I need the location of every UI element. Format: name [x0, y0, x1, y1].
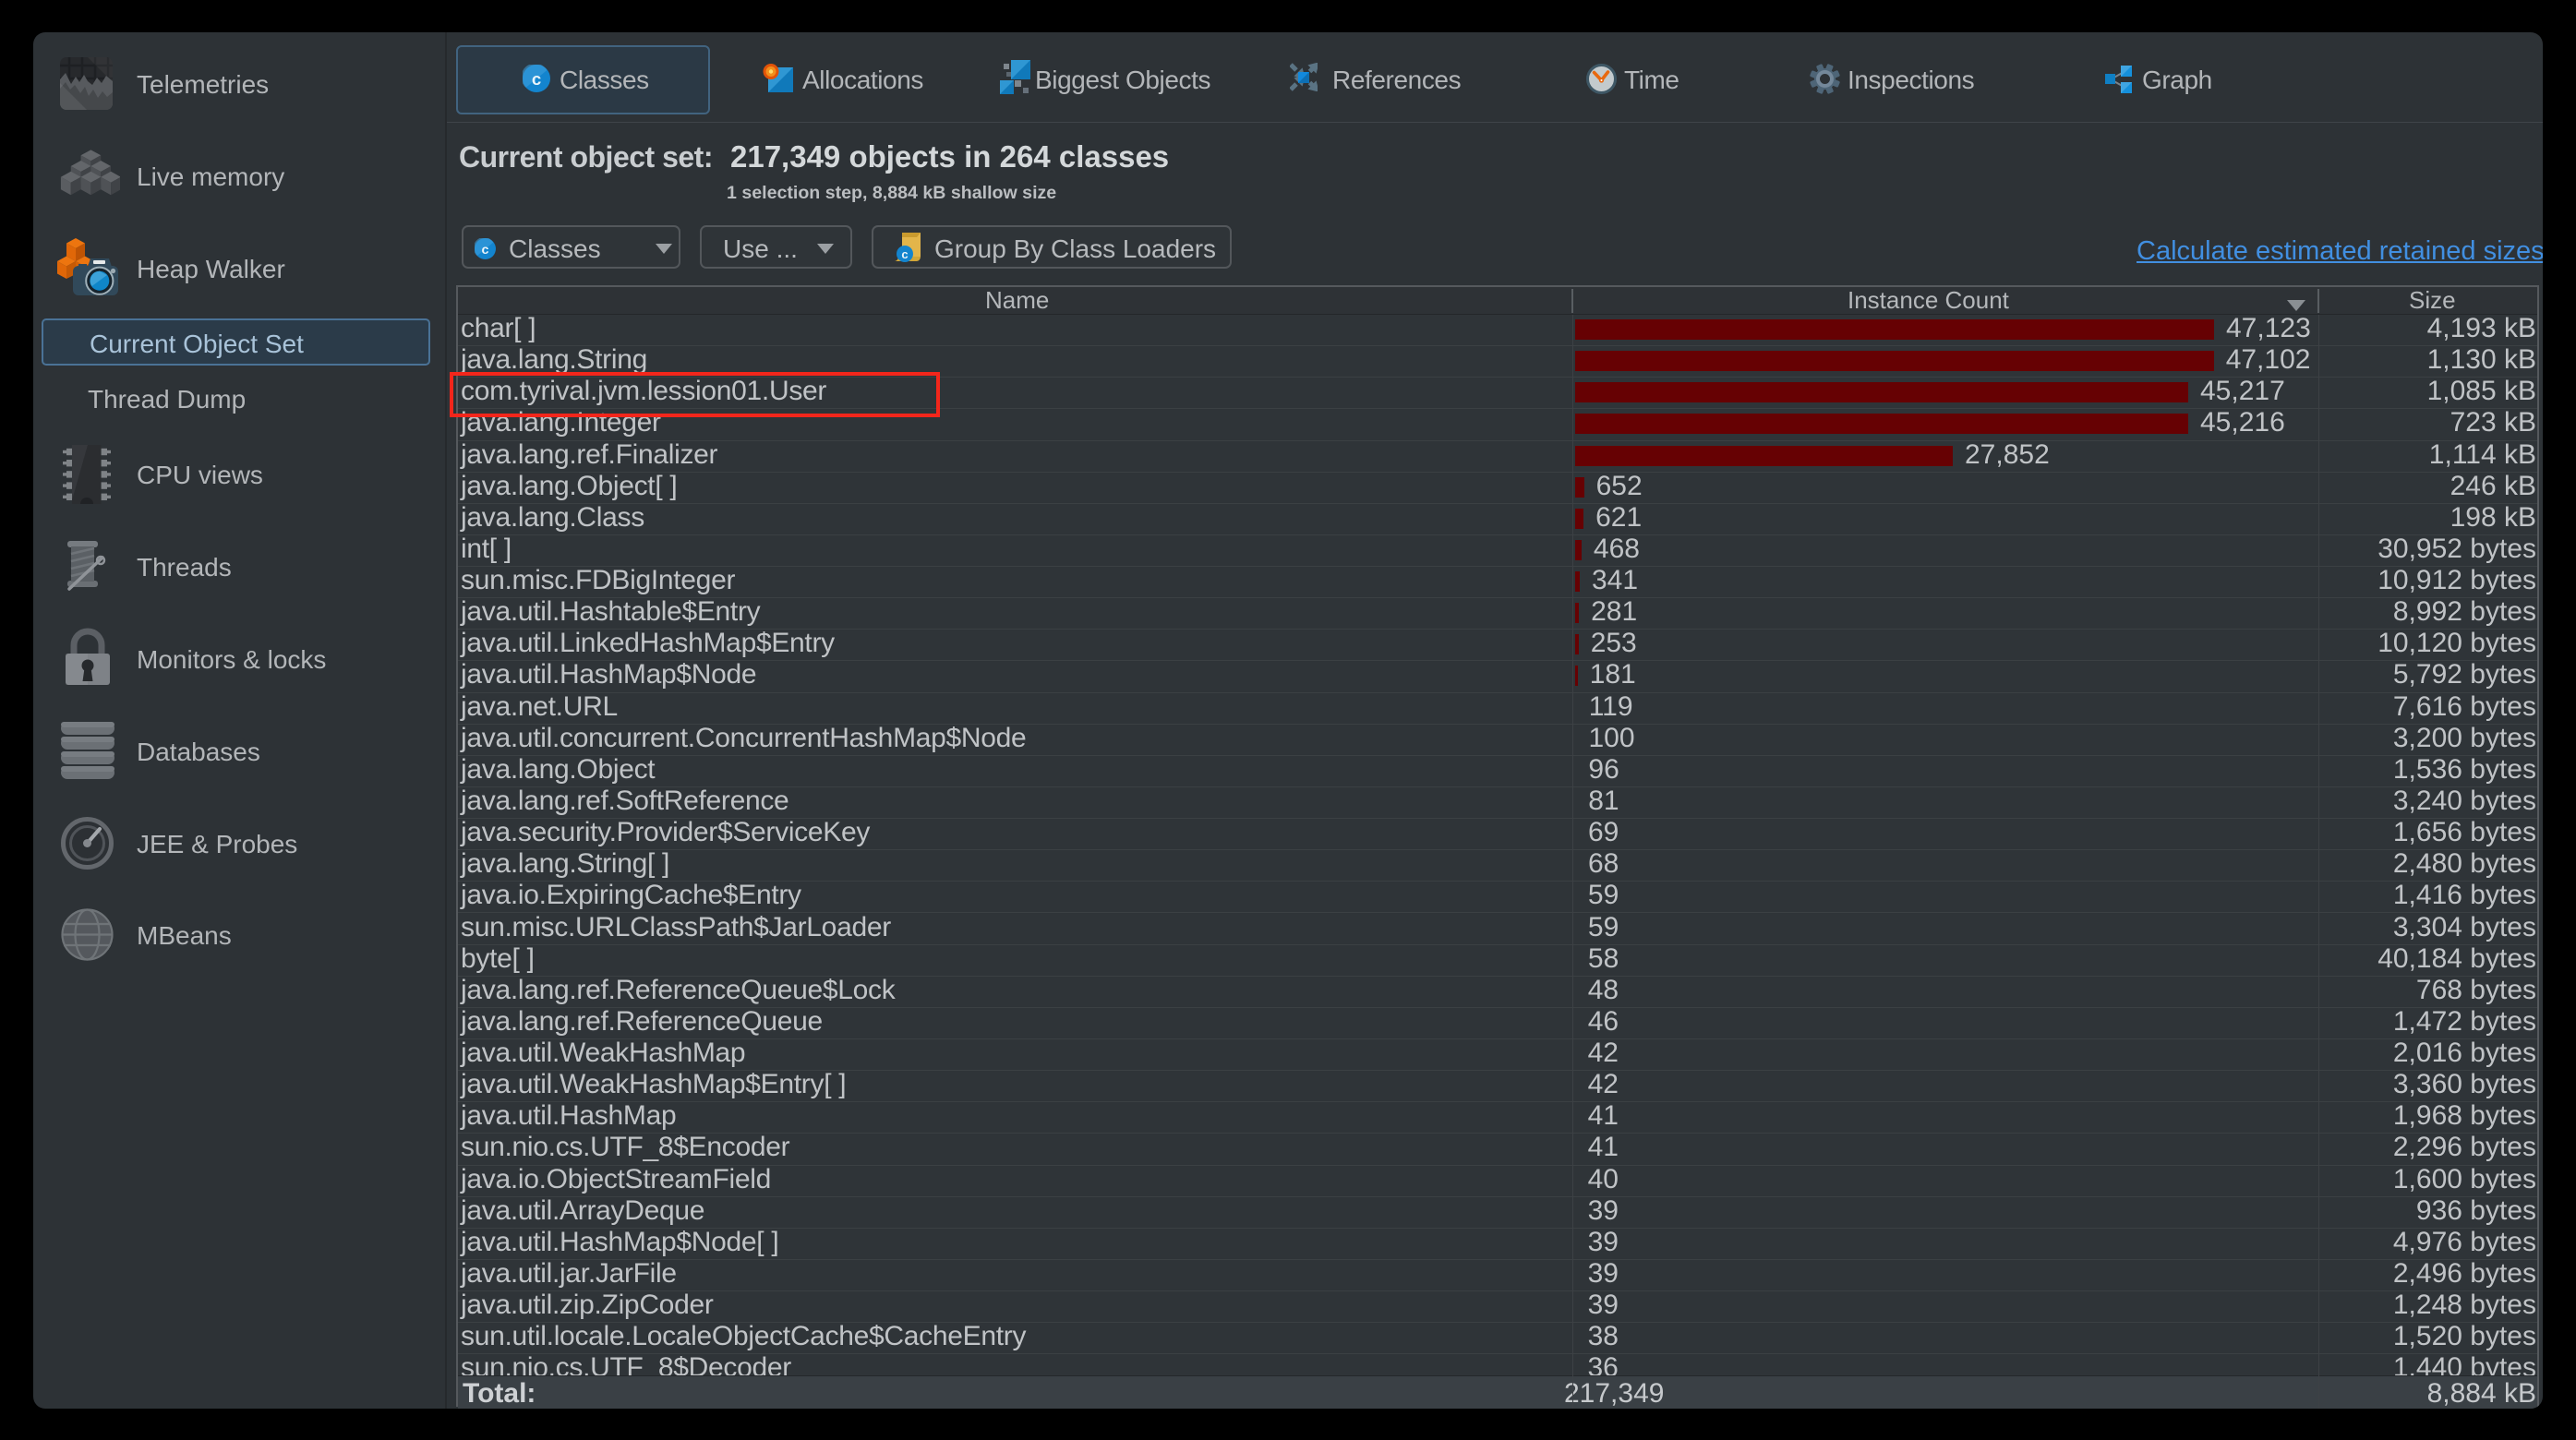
svg-text:c: c [901, 247, 908, 261]
svg-text:c: c [532, 69, 541, 89]
svg-text:c: c [482, 243, 489, 258]
